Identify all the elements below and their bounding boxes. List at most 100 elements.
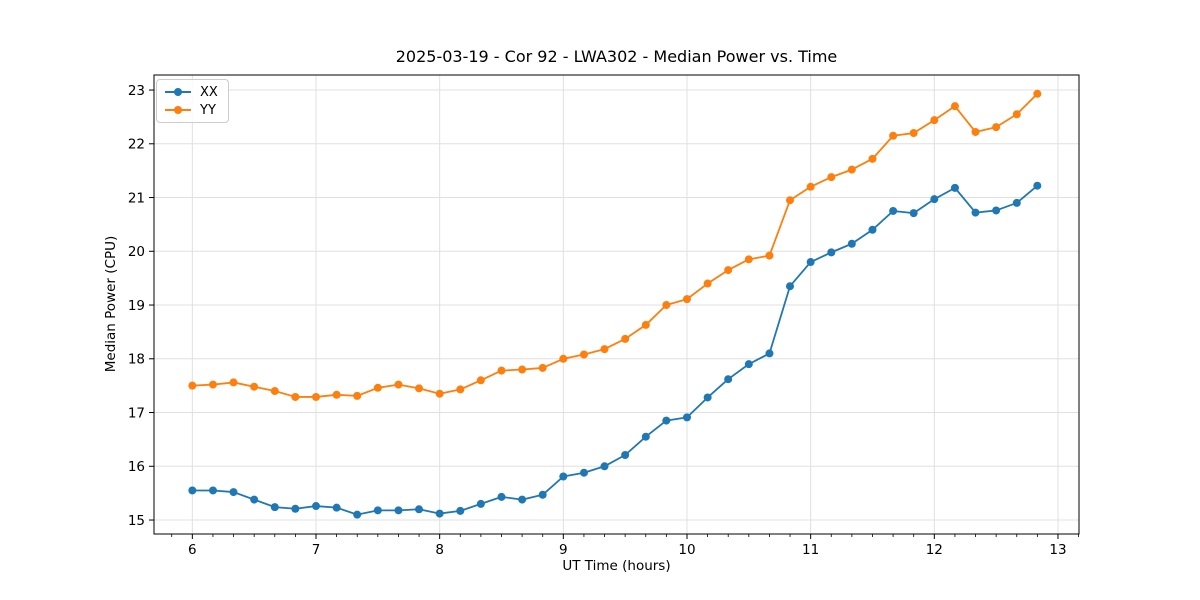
x-tick-label: 12 (926, 542, 943, 558)
series-yy-marker (559, 354, 568, 363)
y-tick-label: 17 (128, 405, 145, 421)
series-yy-marker (765, 251, 774, 260)
series-yy-marker (744, 255, 753, 264)
series-xx-marker (703, 393, 712, 402)
legend-marker-icon (174, 106, 182, 114)
legend-item-yy: YY (164, 104, 222, 117)
x-tick-label: 6 (188, 542, 197, 558)
series-xx-marker (518, 495, 527, 504)
series-yy-marker (518, 365, 527, 374)
series-yy-line (192, 93, 1038, 398)
series-xx-marker (621, 450, 630, 459)
series-xx-marker (270, 503, 279, 512)
series-yy-marker (703, 279, 712, 288)
legend-label-yy: YY (200, 102, 216, 118)
y-axis-label: Median Power (CPU) (103, 235, 119, 373)
series-yy-marker (291, 392, 300, 401)
x-tick-label: 11 (802, 542, 819, 558)
series-xx-marker (744, 360, 753, 369)
series-yy-marker (579, 350, 588, 359)
series-yy-marker (621, 334, 630, 343)
series-xx-marker (868, 225, 877, 234)
y-tick-label: 22 (128, 137, 145, 153)
series-yy-marker (353, 391, 362, 400)
legend-label-xx: XX (200, 84, 218, 100)
series-yy-marker (889, 131, 898, 140)
series-xx-marker (600, 462, 609, 471)
series-xx-marker (950, 183, 959, 192)
series-yy-marker (415, 384, 424, 393)
series-xx-marker (1033, 181, 1042, 190)
x-tick-label: 13 (1049, 542, 1066, 558)
plot-frame (153, 74, 1080, 535)
legend: XX YY (156, 79, 229, 123)
series-xx-marker (992, 206, 1001, 215)
series-xx-marker (847, 239, 856, 248)
series-xx-marker (476, 499, 485, 508)
series-xx-marker (311, 502, 320, 511)
series-xx-marker (724, 375, 733, 384)
y-tick-label: 20 (128, 244, 145, 260)
series-yy-marker (600, 345, 609, 354)
series-yy-marker (1033, 89, 1042, 98)
series-yy-marker (662, 301, 671, 310)
x-tick-label: 7 (312, 542, 321, 558)
series-yy-marker (394, 380, 403, 389)
series-yy-marker (476, 376, 485, 385)
series-yy-marker (785, 196, 794, 205)
series-yy-marker (538, 363, 547, 372)
series-yy-marker (992, 123, 1001, 132)
series-xx-marker (662, 416, 671, 425)
series-xx-marker (332, 503, 341, 512)
series-yy-marker (724, 266, 733, 275)
series-yy-marker (456, 385, 465, 394)
series-yy-marker (229, 378, 238, 387)
series-yy-marker (806, 182, 815, 191)
legend-marker-icon (174, 88, 182, 96)
x-axis-label: UT Time (hours) (562, 558, 671, 574)
series-yy-marker (270, 387, 279, 396)
series-xx-marker (579, 468, 588, 477)
series-xx-marker (250, 495, 259, 504)
legend-swatch-xx (165, 88, 191, 96)
series-xx-marker (538, 490, 547, 499)
legend-item-xx: XX (164, 86, 222, 99)
series-yy-marker (311, 392, 320, 401)
series-xx-marker (785, 282, 794, 291)
series-xx-marker (641, 432, 650, 441)
y-tick-label: 21 (128, 190, 145, 206)
series-xx-marker (456, 506, 465, 515)
series-yy-marker (435, 389, 444, 398)
series-xx-marker (291, 504, 300, 513)
series-xx-marker (765, 349, 774, 358)
y-tick-label: 15 (128, 513, 145, 529)
y-tick-label: 16 (128, 459, 145, 475)
chart-title: 2025-03-19 - Cor 92 - LWA302 - Median Po… (395, 47, 838, 66)
series-yy-marker (847, 165, 856, 174)
series-xx-marker (394, 506, 403, 515)
series-xx-marker (889, 206, 898, 215)
series-yy-marker (332, 390, 341, 399)
y-tick-label: 19 (128, 298, 145, 314)
series-yy-marker (497, 366, 506, 375)
series-xx-marker (415, 505, 424, 514)
series-xx-marker (806, 258, 815, 267)
y-tick-label: 18 (128, 352, 145, 368)
series-xx-marker (682, 413, 691, 422)
series-xx-line (192, 185, 1038, 516)
series-xx-marker (435, 509, 444, 518)
series-yy-marker (827, 173, 836, 182)
series-xx-marker (188, 486, 197, 495)
series-yy-marker (641, 320, 650, 329)
x-tick-label: 8 (435, 542, 444, 558)
series-yy-marker (250, 382, 259, 391)
series-yy-marker (971, 127, 980, 136)
x-tick-label: 10 (678, 542, 695, 558)
y-tick-label: 23 (128, 83, 145, 99)
series-xx-marker (229, 488, 238, 497)
series-yy-marker (1012, 110, 1021, 119)
legend-swatch-yy (165, 106, 191, 114)
series-xx-marker (373, 506, 382, 515)
